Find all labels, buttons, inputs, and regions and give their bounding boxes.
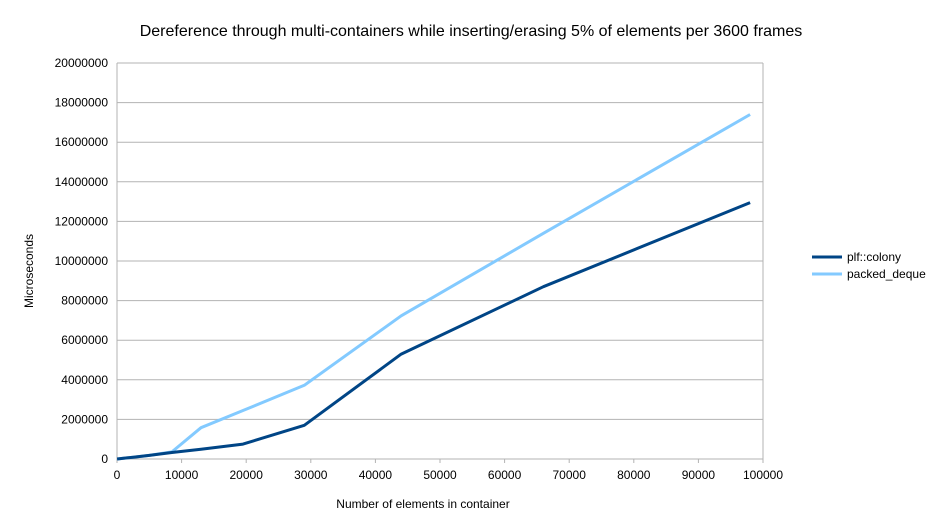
x-tick-label: 50000 <box>423 468 457 482</box>
legend-label-plf-colony: plf::colony <box>847 250 901 264</box>
chart-title: Dereference through multi-containers whi… <box>140 23 803 40</box>
series-line-plf-colony <box>116 201 751 461</box>
y-tick-label: 20000000 <box>55 56 109 70</box>
x-tick-label: 80000 <box>617 468 651 482</box>
x-tick-label: 100000 <box>743 468 783 482</box>
y-tick-label: 16000000 <box>55 135 109 149</box>
y-tick-label: 10000000 <box>55 254 109 268</box>
x-tick-label: 90000 <box>682 468 716 482</box>
series-line-packed-deque <box>116 113 751 461</box>
x-tick-label: 40000 <box>359 468 393 482</box>
y-tick-label: 18000000 <box>55 96 109 110</box>
x-axis-label: Number of elements in container <box>336 497 509 511</box>
plot-area: 0 2000000 4000000 6000000 8000000 10000000 120… <box>55 56 784 482</box>
y-tick-label: 8000000 <box>61 294 108 308</box>
y-tick-label: 0 <box>101 452 108 466</box>
x-tick-label: 70000 <box>553 468 587 482</box>
x-tick-label: 60000 <box>488 468 522 482</box>
series-lines <box>116 113 751 461</box>
x-tick-label: 0 <box>114 468 121 482</box>
y-tick-label: 2000000 <box>61 412 108 426</box>
legend-label-packed-deque: packed_deque <box>847 267 926 281</box>
x-tick-label: 30000 <box>294 468 328 482</box>
x-tick-label: 10000 <box>165 468 199 482</box>
y-tick-label: 6000000 <box>61 333 108 347</box>
y-axis-label: Microseconds <box>22 234 36 308</box>
y-axis-ticks: 0 2000000 4000000 6000000 8000000 10000000 120… <box>55 56 109 466</box>
grid-lines <box>116 62 764 460</box>
x-tick-label: 20000 <box>230 468 264 482</box>
y-tick-label: 14000000 <box>55 175 109 189</box>
y-tick-label: 12000000 <box>55 214 109 228</box>
x-axis-ticks: 0 10000 20000 30000 40000 50000 60000 70000 8000… <box>114 459 783 482</box>
y-tick-label: 4000000 <box>61 373 108 387</box>
